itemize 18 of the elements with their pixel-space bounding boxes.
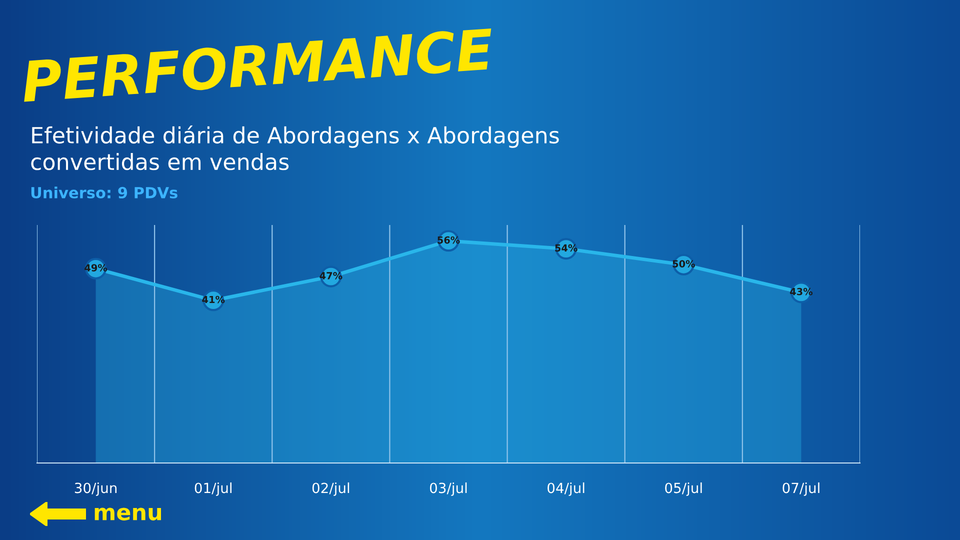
text: Universo: 9 PDVs bbox=[31, 186, 178, 198]
data-label: 56% bbox=[438, 236, 460, 244]
data-label: 41% bbox=[202, 296, 225, 304]
x-tick-label: 04/jul bbox=[548, 482, 584, 496]
data-label: 47% bbox=[320, 272, 342, 280]
chart-subtitle: Efetividade diária de Abordagens x Abordagens convertidas em vendas bbox=[31, 126, 559, 170]
data-label: 50% bbox=[672, 260, 695, 268]
chart-title: PERFORMANCE bbox=[21, 28, 494, 102]
x-tick-label: 01/jul bbox=[194, 482, 232, 496]
x-tick-label: 02/jul bbox=[312, 482, 350, 496]
data-label: 49% bbox=[84, 264, 108, 272]
x-tick-label: 07/jul bbox=[782, 482, 820, 496]
data-label: 54% bbox=[555, 244, 578, 252]
x-tick-label: 30/jun bbox=[74, 482, 117, 496]
x-tick-label: 03/jul bbox=[430, 482, 467, 496]
text: menu bbox=[94, 508, 161, 520]
data-label: 43% bbox=[790, 288, 813, 296]
x-tick-label: 05/jul bbox=[665, 482, 702, 496]
